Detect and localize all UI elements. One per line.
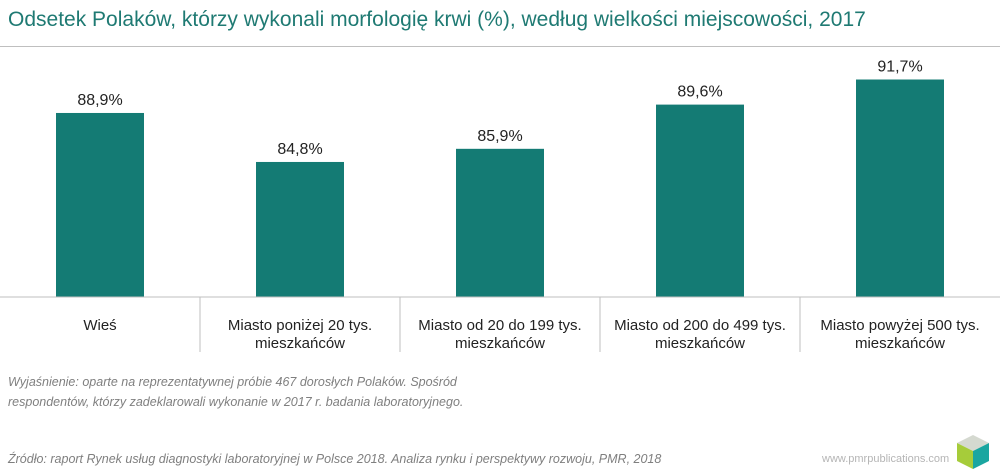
data-label-3: 85,9% bbox=[477, 128, 522, 145]
brand-url: www.pmrpublications.com bbox=[822, 453, 950, 465]
category-label-4: Miasto od 200 do 499 tys. mieszkańców bbox=[614, 317, 786, 352]
bar-5 bbox=[856, 79, 944, 297]
category-label-5: Miasto powyżej 500 tys. mieszkańców bbox=[820, 317, 979, 352]
source-note: Źródło: raport Rynek usług diagnostyki l… bbox=[8, 452, 662, 466]
data-label-2: 84,8% bbox=[277, 141, 322, 158]
data-label-4: 89,6% bbox=[677, 84, 722, 101]
category-label-3: Miasto od 20 do 199 tys. mieszkańców bbox=[418, 317, 581, 352]
data-label-5: 91,7% bbox=[877, 59, 922, 76]
chart-title: Odsetek Polaków, którzy wykonali morfolo… bbox=[8, 8, 866, 31]
category-label-2: Miasto poniżej 20 tys. mieszkańców bbox=[228, 317, 372, 352]
category-label-1: Wieś bbox=[83, 317, 116, 334]
explanation-note: Wyjaśnienie: oparte na reprezentatywnej … bbox=[8, 375, 464, 409]
pmr-logo-icon bbox=[957, 435, 989, 469]
title-divider bbox=[0, 46, 1000, 47]
data-label-1: 88,9% bbox=[77, 92, 122, 109]
bar-4 bbox=[656, 104, 744, 297]
bar-3 bbox=[456, 148, 544, 297]
bar-2 bbox=[256, 161, 344, 297]
bar-1 bbox=[56, 112, 144, 297]
bar-chart: 88,9% Wieś 84,8% Miasto poniżej 20 tys. mies… bbox=[0, 59, 1000, 352]
